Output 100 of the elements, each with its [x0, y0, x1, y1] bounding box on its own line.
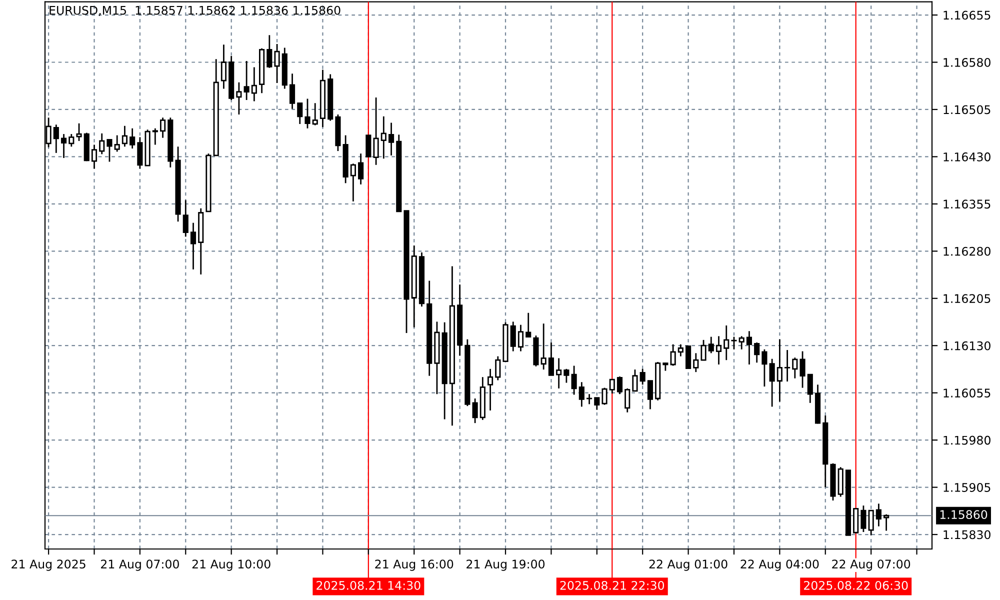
candlestick	[868, 509, 874, 536]
x-tick-label: 21 Aug 07:00	[101, 560, 179, 571]
candlestick	[91, 144, 98, 170]
candlestick	[800, 350, 806, 388]
candlestick	[807, 374, 813, 404]
candlestick	[716, 335, 722, 366]
y-tick-label: 1.16580	[944, 58, 990, 67]
candlestick	[708, 336, 714, 354]
y-tick-label: 1.16130	[944, 341, 990, 350]
candlestick	[236, 82, 242, 116]
candlestick	[137, 136, 143, 170]
x-tick-label: 22 Aug 07:00	[832, 560, 910, 571]
candlestick	[472, 398, 478, 424]
candlestick	[693, 352, 699, 373]
chart-title: EURUSD,M15 1.15857 1.15862 1.15836 1.15860	[50, 6, 340, 16]
y-tick-label: 1.15830	[944, 530, 990, 540]
candlestick	[160, 116, 166, 139]
candlestick	[266, 34, 272, 69]
candlestick	[487, 368, 494, 412]
candlestick	[784, 349, 790, 382]
candlestick	[686, 346, 692, 369]
candlestick	[76, 122, 82, 142]
candlestick	[769, 358, 775, 408]
candlestick	[244, 60, 250, 101]
candlestick	[312, 102, 318, 126]
ref-line-label: 2025.08.21 14:30	[316, 580, 420, 590]
candlestick	[884, 514, 890, 532]
x-tick-label: 22 Aug 04:00	[740, 560, 819, 571]
x-tick-label: 21 Aug 16:00	[375, 560, 454, 571]
candlestick	[609, 378, 615, 394]
candlestick	[495, 356, 501, 381]
candlestick	[548, 342, 554, 376]
ref-line-label: 2025.08.22 06:30	[804, 580, 908, 590]
candlestick	[731, 336, 737, 350]
x-tick-label: 21 Aug 19:00	[466, 560, 545, 571]
candlestick	[518, 324, 524, 352]
candlestick	[647, 380, 653, 410]
candlestick	[678, 344, 684, 358]
candlestick	[106, 139, 112, 162]
candlestick	[380, 116, 386, 160]
candlestick	[632, 368, 638, 392]
candlestick	[564, 368, 570, 384]
candlestick	[738, 335, 744, 350]
candlestick	[388, 122, 394, 156]
candlestick	[586, 393, 592, 405]
candlestick	[624, 388, 630, 414]
candlestick	[792, 356, 798, 380]
candlestick	[510, 320, 516, 352]
candlestick	[724, 324, 730, 361]
candlestick	[526, 312, 532, 338]
candlestick	[373, 96, 379, 166]
candlestick	[860, 504, 866, 533]
y-tick-label: 1.16655	[944, 10, 990, 20]
candlestick	[616, 376, 623, 395]
candlestick	[68, 133, 74, 148]
x-tick-label: 21 Aug 2025	[12, 560, 86, 571]
candlestick	[540, 322, 546, 370]
candlestick	[776, 338, 782, 402]
candlestick	[746, 330, 752, 366]
candlestick	[182, 199, 188, 238]
candlestick	[122, 125, 128, 148]
ref-line-label: 2025.08.21 22:30	[560, 580, 664, 590]
y-tick-label: 1.16505	[944, 105, 990, 114]
x-tick-label: 21 Aug 10:00	[192, 560, 270, 571]
candlestick	[556, 358, 562, 390]
candlestick	[220, 44, 227, 90]
candlestick	[289, 72, 296, 110]
candlestick	[594, 397, 600, 411]
candlestick	[297, 102, 303, 125]
candlestick	[366, 134, 372, 158]
y-tick-label: 1.15980	[944, 436, 990, 445]
candlestick	[876, 502, 882, 528]
candlestick	[190, 222, 196, 270]
candlestick	[853, 508, 859, 534]
candlestick	[754, 342, 760, 364]
x-tick-label: 22 Aug 01:00	[649, 560, 728, 571]
y-tick-label: 1.16430	[944, 152, 990, 162]
candlestick	[304, 98, 310, 130]
candlestick	[350, 162, 356, 202]
candlestick	[700, 339, 706, 361]
candlestick	[53, 124, 59, 154]
y-tick-label: 1.15905	[944, 483, 990, 492]
candlestick	[602, 387, 608, 406]
y-tick-label: 1.16355	[944, 200, 990, 209]
candlestick	[99, 132, 105, 155]
candlestick	[130, 128, 136, 150]
candlestick	[578, 381, 584, 408]
y-tick-label: 1.16280	[944, 246, 990, 256]
ref-line-label: 1.15860	[940, 510, 988, 520]
candlestick	[152, 128, 158, 146]
candlestick	[60, 133, 67, 159]
candlestick	[358, 152, 364, 186]
candlestick	[670, 344, 676, 366]
candlestick	[640, 368, 646, 386]
candlestick	[274, 43, 280, 84]
candlestick	[762, 348, 768, 388]
candlestick	[571, 365, 577, 396]
y-tick-label: 1.16055	[944, 388, 990, 398]
candlestick	[114, 134, 120, 152]
y-tick-label: 1.16205	[944, 294, 990, 304]
